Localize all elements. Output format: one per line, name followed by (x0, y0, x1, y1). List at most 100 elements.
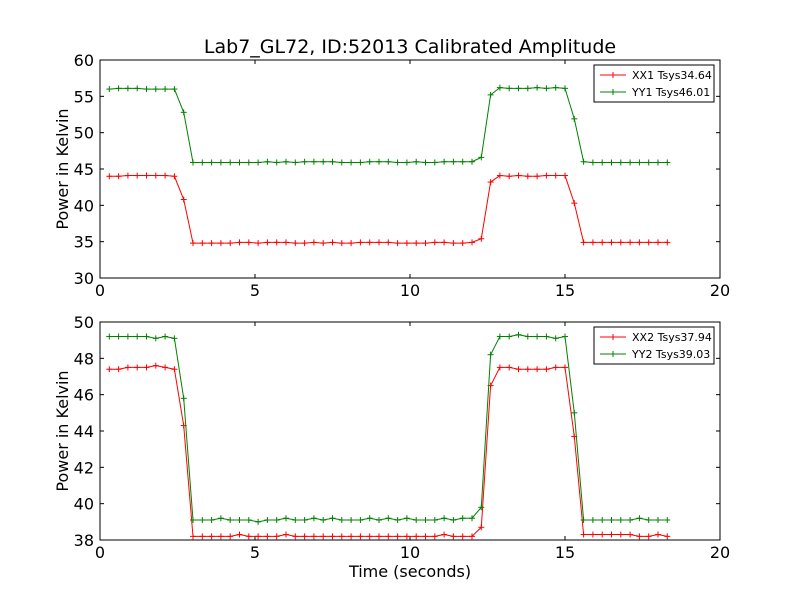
y-tick-label: 44 (74, 422, 94, 441)
x-tick-label: 10 (400, 543, 420, 562)
data-point (338, 159, 345, 166)
data-point (348, 533, 355, 540)
legend-label: YY1 Tsys46.01 (631, 86, 710, 99)
data-point (413, 533, 420, 540)
data-point (217, 159, 224, 166)
data-point (608, 531, 615, 538)
data-point (283, 531, 289, 538)
data-point (515, 331, 522, 338)
data-point (171, 335, 178, 342)
data-point (562, 333, 568, 340)
data-point (162, 172, 169, 179)
data-point (422, 533, 429, 540)
data-point (608, 239, 615, 246)
data-point (580, 531, 587, 538)
data-point (320, 517, 327, 524)
data-point (292, 533, 299, 540)
data-point (273, 517, 280, 524)
data-point (264, 533, 271, 540)
data-point (199, 533, 206, 540)
data-point (655, 239, 661, 246)
data-point (106, 333, 113, 340)
legend-label: XX1 Tsys34.64 (632, 69, 712, 82)
data-point (283, 239, 289, 246)
data-point (422, 517, 429, 524)
data-point (180, 196, 187, 203)
data-point (422, 159, 429, 166)
data-point (534, 366, 541, 373)
data-point (190, 533, 196, 540)
data-point (487, 91, 494, 98)
data-point (617, 239, 624, 246)
data-point (599, 159, 606, 166)
data-point (617, 531, 624, 538)
data-point (152, 86, 159, 93)
data-point (310, 533, 317, 540)
y-tick-label: 60 (74, 51, 94, 70)
data-point (450, 517, 457, 524)
data-point (255, 533, 262, 540)
data-point (255, 159, 262, 166)
data-point (301, 158, 308, 165)
data-point (152, 335, 159, 342)
data-point (608, 159, 615, 166)
data-point (636, 159, 643, 166)
data-point (329, 239, 336, 246)
y-tick-label: 48 (74, 349, 94, 368)
data-point (431, 239, 438, 246)
data-point (227, 533, 234, 540)
data-point (571, 200, 578, 207)
data-point (199, 240, 206, 247)
x-tick-label: 10 (400, 281, 420, 300)
data-point (524, 333, 531, 340)
data-point (329, 158, 336, 165)
data-point (403, 515, 410, 522)
data-point (338, 517, 345, 524)
data-point (580, 517, 587, 524)
data-point (227, 517, 234, 524)
data-point (190, 517, 196, 524)
data-point (552, 335, 559, 342)
data-point (385, 533, 392, 540)
data-point (152, 172, 159, 179)
data-point (599, 531, 606, 538)
data-point (134, 85, 141, 92)
bottom-panel: 0 5 10 15 20 38 40 42 44 46 48 50 Power in Kelvin XX2… (53, 313, 730, 562)
data-point (441, 158, 448, 165)
data-point (496, 172, 503, 179)
data-point (571, 115, 578, 122)
legend-box (593, 326, 715, 365)
data-point (524, 173, 531, 180)
data-point (645, 159, 652, 166)
data-point (422, 240, 429, 247)
data-point (255, 240, 262, 247)
data-point (487, 351, 494, 358)
data-point (506, 85, 513, 92)
data-point (562, 172, 568, 179)
data-point (264, 158, 271, 165)
data-point (264, 239, 271, 246)
data-point (385, 239, 392, 246)
data-point (134, 333, 141, 340)
data-point (487, 179, 494, 186)
data-point (310, 158, 317, 165)
data-point (217, 515, 224, 522)
data-point (171, 86, 178, 93)
y-tick-label: 38 (74, 531, 94, 550)
data-point (450, 533, 457, 540)
data-point (562, 85, 568, 92)
data-point (301, 533, 308, 540)
data-point (143, 86, 150, 93)
data-point (543, 85, 550, 92)
data-point (580, 239, 587, 246)
data-point (115, 333, 122, 340)
data-point (496, 84, 503, 91)
data-point (366, 239, 373, 246)
data-point (283, 158, 289, 165)
data-point (208, 240, 215, 247)
data-point (534, 173, 541, 180)
data-point (431, 517, 438, 524)
data-point (357, 159, 364, 166)
data-point (589, 159, 596, 166)
data-point (562, 364, 568, 371)
